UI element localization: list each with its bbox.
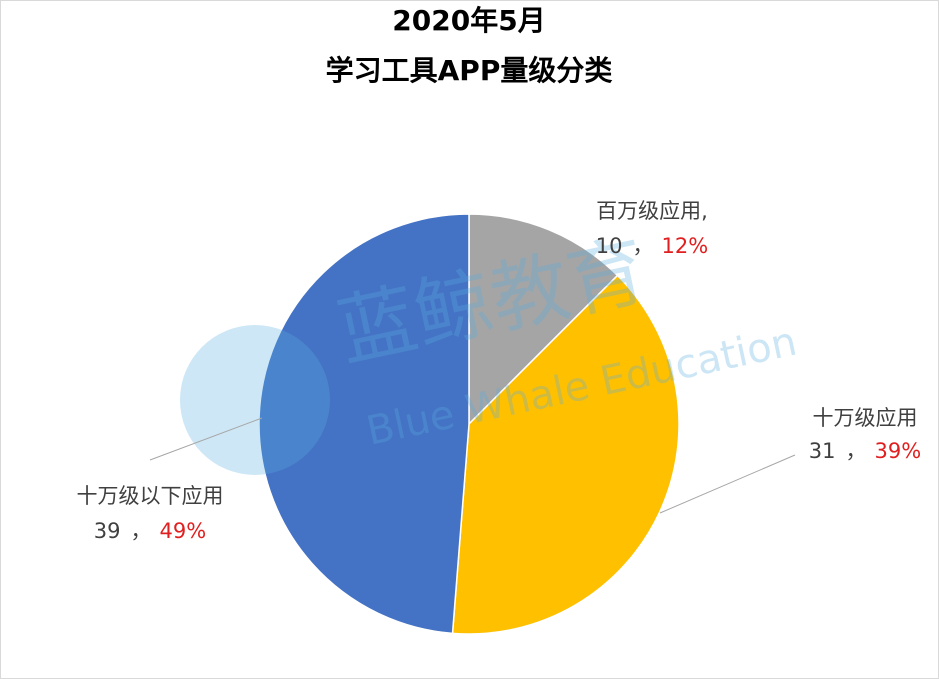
value: 31 <box>809 439 836 463</box>
value: 10 <box>596 234 623 258</box>
separator: ， <box>633 234 654 258</box>
pie-slice <box>451 274 680 635</box>
separator: ， <box>131 519 152 543</box>
value-label: 10 ， 12% <box>596 234 708 258</box>
pie-slice <box>258 213 470 635</box>
percent: 12% <box>662 234 709 258</box>
leader-line <box>149 417 263 461</box>
category-label: 百万级应用, <box>596 199 708 223</box>
value: 39 <box>94 519 121 543</box>
chart-title: 学习工具APP量级分类 <box>326 54 613 87</box>
watermark-logo <box>180 325 330 475</box>
pie-slice <box>468 213 619 426</box>
category-label: 十万级应用 <box>813 406 918 430</box>
category-label: 十万级以下应用 <box>77 484 224 508</box>
separator: ， <box>846 439 867 463</box>
percent: 39% <box>875 439 922 463</box>
value-label: 39 ， 49% <box>94 519 206 543</box>
value-label: 31 ， 39% <box>809 439 921 463</box>
leader-line <box>659 454 796 514</box>
percent: 49% <box>160 519 207 543</box>
chart-title: 2020年5月 <box>392 4 545 37</box>
